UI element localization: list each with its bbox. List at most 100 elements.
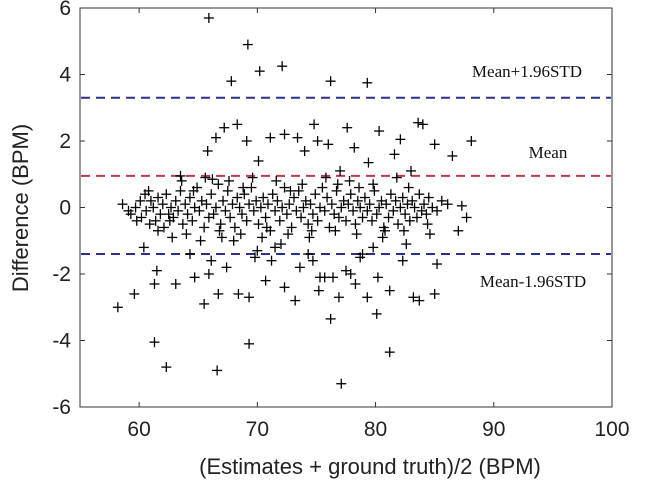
data-point [260,212,271,223]
data-point [215,219,226,230]
data-point [272,195,283,206]
data-point [411,212,422,223]
data-point [281,209,292,220]
reference-lines [81,96,611,256]
data-points [112,12,477,389]
data-point [288,192,299,203]
x-tick-label: 60 [127,418,150,441]
data-point [419,199,430,210]
data-point [309,119,320,130]
data-point [406,165,417,176]
data-point [271,175,282,186]
reference-line-label: Mean+1.96STD [472,62,582,81]
data-point [270,242,281,253]
data-point [234,202,245,213]
data-point [199,298,210,309]
data-point [357,212,368,223]
data-point [336,378,347,389]
data-point [384,347,395,358]
data-point [404,215,415,226]
data-point [343,199,354,210]
data-point [325,313,336,324]
data-point [222,185,233,196]
data-point [267,189,278,200]
data-point [219,122,230,133]
data-point [223,175,234,186]
data-point [274,215,285,226]
label-backdrop [471,271,595,293]
data-point [210,132,221,143]
data-point [407,195,418,206]
y-tick-label: -4 [52,330,71,353]
data-point [332,179,343,190]
data-point [261,222,272,233]
data-point [432,205,443,216]
data-point [336,202,347,213]
data-point [194,205,205,216]
data-point [242,39,253,50]
data-point [429,139,440,150]
y-tick-label: -6 [52,396,71,419]
data-point [255,202,266,213]
data-point [303,219,314,230]
data-point [344,175,355,186]
data-point [161,189,172,200]
data-point [184,192,195,203]
data-point [456,200,467,211]
data-point [277,61,288,72]
data-point [214,225,225,236]
data-point [348,205,359,216]
data-point [369,185,380,196]
data-point [200,172,211,183]
data-point [372,272,383,283]
data-point [279,129,290,140]
data-point [368,242,379,253]
reference-line-label: Mean [529,143,568,162]
data-point [202,145,213,156]
data-point [363,157,374,168]
data-point [422,219,433,230]
data-point [238,182,249,193]
data-point [227,199,238,210]
data-point [306,225,317,236]
data-point [182,209,193,220]
data-point [184,249,195,260]
data-point [244,292,255,303]
data-point [397,255,408,266]
data-point [188,185,199,196]
data-point [345,269,356,279]
data-point [131,215,142,226]
data-point [138,242,149,253]
data-point [324,222,335,233]
data-point [333,292,344,303]
data-point [313,285,324,296]
data-point [244,338,255,349]
data-point [218,195,229,206]
data-point [417,119,428,130]
data-point [161,362,172,373]
data-point [244,199,255,210]
data-point [393,219,404,230]
data-point [239,189,250,200]
data-point [148,202,159,213]
data-point [408,292,419,303]
data-point [391,172,402,183]
data-point [312,215,323,226]
x-tick-label: 100 [594,418,629,441]
data-point [333,212,344,223]
data-point [461,212,472,223]
data-point [213,288,224,299]
data-point [252,245,263,256]
data-point [232,119,243,130]
data-point [307,209,318,220]
data-point [296,212,307,223]
data-point [257,232,268,243]
data-point [400,209,411,220]
data-point [357,249,368,260]
data-point [429,288,440,299]
data-point [403,182,414,193]
data-point [305,199,316,210]
data-point [349,142,360,153]
data-point [345,189,356,200]
x-tick-label: 70 [246,418,269,441]
